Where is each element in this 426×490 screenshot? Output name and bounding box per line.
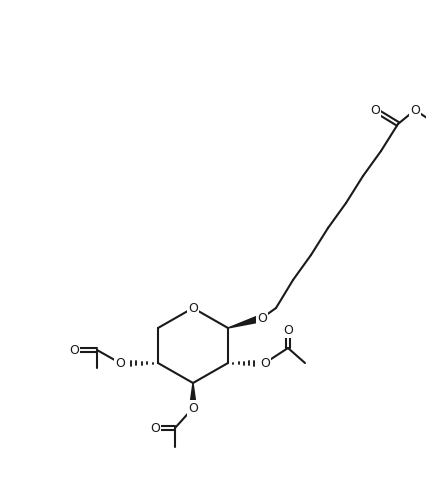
Text: O: O	[409, 103, 419, 117]
Text: O: O	[150, 421, 160, 435]
Text: O: O	[187, 301, 198, 315]
Text: O: O	[256, 312, 266, 324]
Text: O: O	[369, 103, 379, 117]
Polygon shape	[227, 315, 262, 328]
Text: O: O	[69, 343, 79, 357]
Polygon shape	[189, 383, 196, 408]
Text: O: O	[259, 357, 269, 369]
Text: O: O	[187, 401, 198, 415]
Text: O: O	[282, 323, 292, 337]
Text: O: O	[115, 357, 125, 369]
